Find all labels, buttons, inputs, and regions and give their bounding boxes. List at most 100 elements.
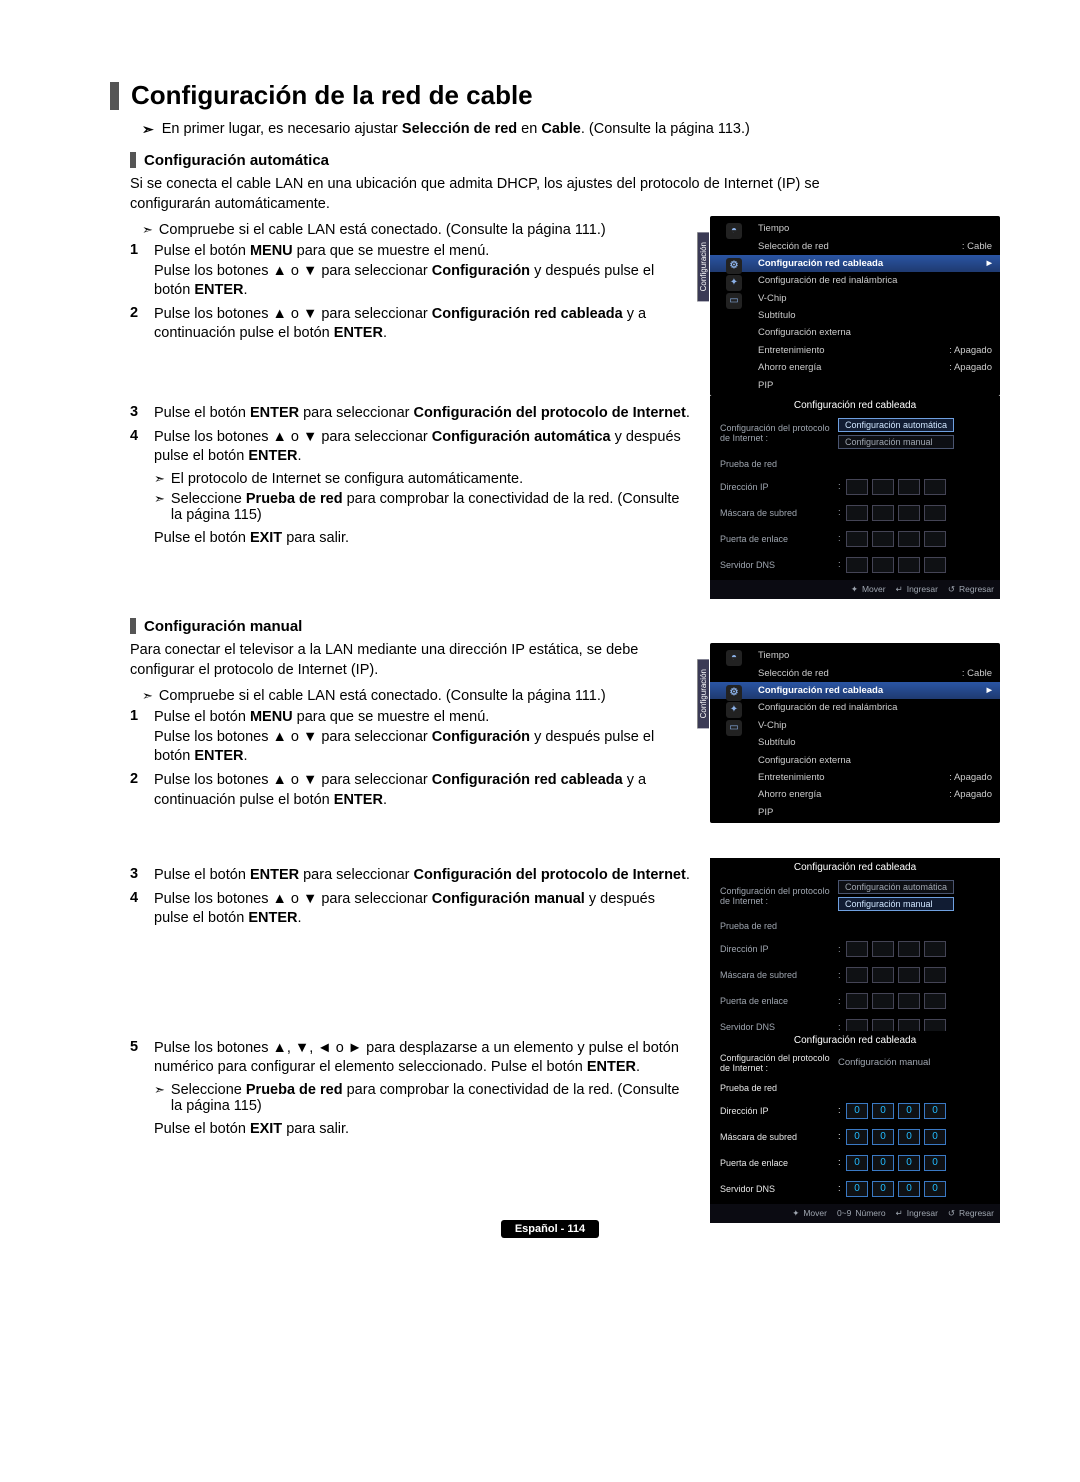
intro-note: ➣ En primer lugar, es necesario ajustar … bbox=[142, 121, 990, 138]
osd-ip-box[interactable] bbox=[846, 967, 868, 983]
osd-menu-item[interactable]: Entretenimiento: Apagado bbox=[710, 769, 1000, 786]
colon: : bbox=[838, 559, 846, 570]
osd-label: Puerta de enlace bbox=[720, 996, 838, 1006]
osd-menu-label: Configuración de red inalámbrica bbox=[758, 702, 992, 713]
osd-ip-box[interactable]: 0 bbox=[924, 1103, 946, 1119]
osd-ip-box[interactable]: 0 bbox=[846, 1129, 868, 1145]
osd-ip-box[interactable] bbox=[846, 993, 868, 1009]
osd-ip-box[interactable] bbox=[872, 993, 894, 1009]
osd-menu-item[interactable]: Configuración externa bbox=[710, 752, 1000, 769]
osd-footer-hint: Número bbox=[837, 1208, 886, 1219]
osd-menu-item[interactable]: ◓Tiempo bbox=[710, 647, 1000, 664]
osd-menu-item[interactable]: ✦Configuración de red inalámbrica bbox=[710, 272, 1000, 289]
osd-ip-box[interactable] bbox=[898, 531, 920, 547]
osd-row-prueba[interactable]: Prueba de red bbox=[710, 456, 1000, 476]
osd-menu-item[interactable]: Selección de red: Cable bbox=[710, 665, 1000, 682]
osd-ip-box[interactable] bbox=[872, 505, 894, 521]
osd-ip-box[interactable] bbox=[898, 479, 920, 495]
colon: : bbox=[838, 533, 846, 544]
osd-ip-box[interactable] bbox=[898, 993, 920, 1009]
osd-ip-box[interactable] bbox=[846, 531, 868, 547]
osd-row-prueba[interactable]: Prueba de red bbox=[710, 918, 1000, 938]
osd-ip-box[interactable] bbox=[898, 505, 920, 521]
osd-ip-box[interactable] bbox=[872, 941, 894, 957]
osd-menu-label: Tiempo bbox=[758, 223, 992, 234]
osd-menu-item[interactable]: PIP bbox=[710, 377, 1000, 394]
osd-menu-item[interactable]: PIP bbox=[710, 804, 1000, 821]
osd-menu-item[interactable]: Subtítulo bbox=[710, 734, 1000, 751]
auto-step-2: 2 Pulse los botones ▲ o ▼ para seleccion… bbox=[130, 305, 690, 344]
osd-menu-item[interactable]: Ahorro energía: Apagado bbox=[710, 786, 1000, 803]
osd-ip-box[interactable]: 0 bbox=[898, 1181, 920, 1197]
osd-label: Máscara de subred bbox=[720, 508, 838, 518]
section-title: Configuración automática bbox=[144, 152, 329, 169]
osd-ip-box[interactable] bbox=[898, 967, 920, 983]
auto-sub-1: ➣ El protocolo de Internet se configura … bbox=[154, 471, 694, 487]
osd-ip-box[interactable] bbox=[898, 941, 920, 957]
osd-ip-box[interactable]: 0 bbox=[898, 1155, 920, 1171]
step-text: Pulse los botones ▲ o ▼ para seleccionar… bbox=[154, 890, 690, 929]
step-number: 3 bbox=[130, 404, 154, 424]
osd-menu-item[interactable]: Entretenimiento: Apagado bbox=[710, 342, 1000, 359]
osd-ip-box[interactable] bbox=[924, 967, 946, 983]
osd-row-prueba[interactable]: Prueba de red bbox=[710, 1080, 1000, 1100]
osd-option-manual[interactable]: Configuración manual bbox=[838, 435, 954, 449]
osd-menu-label: Configuración externa bbox=[758, 755, 992, 766]
osd-ip-box[interactable] bbox=[846, 505, 868, 521]
osd-ip-box[interactable] bbox=[924, 479, 946, 495]
osd-ip-box[interactable]: 0 bbox=[924, 1155, 946, 1171]
osd-menu-label: Entretenimiento bbox=[758, 345, 943, 356]
osd-ip-box[interactable] bbox=[924, 505, 946, 521]
osd-option-auto[interactable]: Configuración automática bbox=[838, 418, 954, 432]
osd-menu-item[interactable]: ▭V-Chip bbox=[710, 717, 1000, 734]
osd-ip-box[interactable] bbox=[872, 531, 894, 547]
step-text: Pulse los botones ▲ o ▼ para seleccionar… bbox=[154, 428, 690, 467]
osd-footer-hint: Ingresar bbox=[896, 1208, 938, 1219]
osd-ip-box[interactable]: 0 bbox=[924, 1181, 946, 1197]
step-number: 4 bbox=[130, 428, 154, 467]
osd-dialog-footer: MoverIngresarRegresar bbox=[710, 580, 1000, 599]
osd-ip-box[interactable] bbox=[872, 967, 894, 983]
osd-ip-box[interactable]: 0 bbox=[924, 1129, 946, 1145]
osd-ip-box[interactable]: 0 bbox=[872, 1155, 894, 1171]
osd-menu-item[interactable]: Selección de red: Cable bbox=[710, 238, 1000, 255]
osd-menu-item[interactable]: ◓Tiempo bbox=[710, 220, 1000, 237]
osd-ip-box[interactable]: 0 bbox=[872, 1103, 894, 1119]
osd-ip-box[interactable] bbox=[898, 557, 920, 573]
osd-menu-item[interactable]: Ahorro energía: Apagado bbox=[710, 359, 1000, 376]
osd-menu-item[interactable]: ⚙Configuración red cableada bbox=[710, 255, 1000, 272]
osd-menu-label: Selección de red bbox=[758, 668, 956, 679]
osd-ip-box[interactable] bbox=[924, 531, 946, 547]
osd-ip-box[interactable]: 0 bbox=[846, 1155, 868, 1171]
osd-ip-box[interactable] bbox=[924, 557, 946, 573]
osd-ip-box[interactable]: 0 bbox=[846, 1103, 868, 1119]
osd-menu-item[interactable]: Configuración externa bbox=[710, 324, 1000, 341]
osd-ip-box[interactable] bbox=[924, 993, 946, 1009]
section-heading-auto: Configuración automática bbox=[130, 152, 990, 169]
osd-ip-box[interactable]: 0 bbox=[872, 1181, 894, 1197]
osd-menu-item[interactable]: ⚙Configuración red cableada bbox=[710, 682, 1000, 699]
osd-menu-item[interactable]: ✦Configuración de red inalámbrica bbox=[710, 699, 1000, 716]
osd-ip-box[interactable] bbox=[846, 941, 868, 957]
manual-step-3: 3 Pulse el botón ENTER para seleccionar … bbox=[130, 866, 690, 886]
osd-ip-box[interactable]: 0 bbox=[898, 1103, 920, 1119]
osd-menu-item[interactable]: ▭V-Chip bbox=[710, 290, 1000, 307]
osd-ip-box[interactable] bbox=[924, 941, 946, 957]
osd-menu-item[interactable]: Subtítulo bbox=[710, 307, 1000, 324]
colon: : bbox=[838, 996, 846, 1007]
colon: : bbox=[838, 1105, 846, 1116]
osd-ip-box[interactable] bbox=[872, 479, 894, 495]
osd-ip-box[interactable]: 0 bbox=[898, 1129, 920, 1145]
osd-ip-box[interactable] bbox=[872, 557, 894, 573]
osd-row-ip: Dirección IP:0000 bbox=[710, 1100, 1000, 1126]
osd-ip-box[interactable]: 0 bbox=[846, 1181, 868, 1197]
osd-option-manual[interactable]: Configuración manual bbox=[838, 897, 954, 911]
osd-menu-label: Ahorro energía bbox=[758, 789, 943, 800]
osd-ip-box[interactable] bbox=[846, 479, 868, 495]
colon: : bbox=[838, 1183, 846, 1194]
osd-ip-box[interactable]: 0 bbox=[872, 1129, 894, 1145]
osd-option-auto[interactable]: Configuración automática bbox=[838, 880, 954, 894]
osd-menu-label: Entretenimiento bbox=[758, 772, 943, 783]
osd-ip-box[interactable] bbox=[846, 557, 868, 573]
osd-menu-label: Ahorro energía bbox=[758, 362, 943, 373]
